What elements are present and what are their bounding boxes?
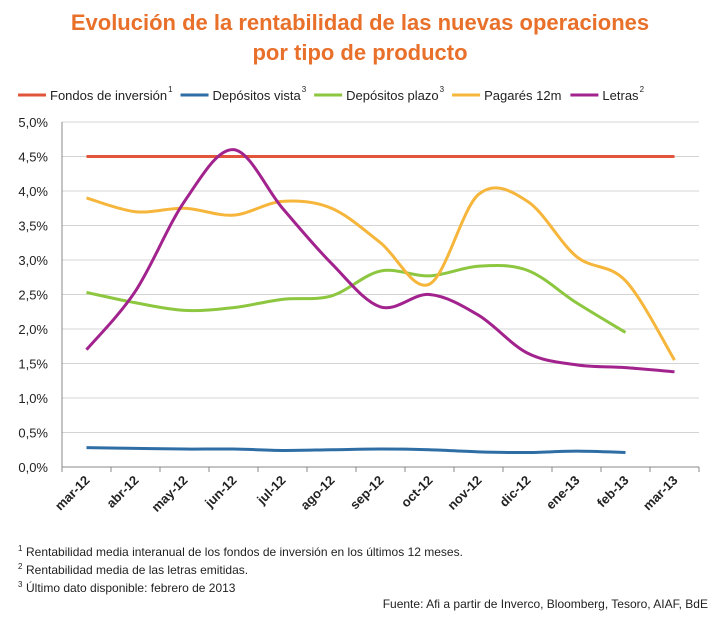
x-tick-label: mar-12	[52, 473, 93, 514]
y-tick-label: 3,5%	[18, 219, 48, 234]
series-line	[86, 446, 626, 455]
y-tick-label: 1,5%	[18, 357, 48, 372]
series-line	[86, 186, 676, 361]
footnote: Rentabilidad media interanual de los fon…	[26, 545, 463, 559]
x-tick-label: feb-13	[594, 473, 632, 511]
x-tick-label: mar-13	[640, 473, 681, 514]
x-tick-label: nov-12	[444, 473, 484, 513]
y-tick-label: 5,0%	[18, 115, 48, 130]
x-tick-label: jul-12	[253, 473, 288, 508]
legend-note: 2	[640, 85, 645, 94]
chart-title: Evolución de la rentabilidad de las nuev…	[71, 10, 649, 35]
x-tick-label: oct-12	[398, 473, 436, 511]
y-tick-label: 1,0%	[18, 391, 48, 406]
x-tick-label: ene-13	[543, 473, 583, 513]
footnote-marker: 3	[18, 580, 23, 589]
y-tick-label: 2,5%	[18, 288, 48, 303]
y-tick-label: 4,5%	[18, 150, 48, 165]
x-tick-label: jun-12	[201, 473, 239, 511]
legend-label: Fondos de inversión	[50, 88, 167, 103]
legend-note: 1	[168, 85, 173, 94]
footnote-marker: 2	[18, 562, 23, 571]
y-tick-label: 4,0%	[18, 184, 48, 199]
x-tick-label: may-12	[148, 473, 190, 515]
y-tick-label: 0,5%	[18, 426, 48, 441]
source: Fuente: Afi a partir de Inverco, Bloombe…	[383, 597, 708, 611]
x-tick-label: sep-12	[347, 473, 387, 513]
series-line	[86, 264, 627, 334]
x-tick-label: abr-12	[103, 473, 141, 511]
legend-label: Pagarés 12m	[484, 88, 561, 103]
footnote: Rentabilidad media de las letras emitida…	[26, 563, 248, 577]
y-tick-label: 2,0%	[18, 322, 48, 337]
legend-note: 3	[302, 85, 307, 94]
legend-note: 3	[440, 85, 445, 94]
x-tick-label: dic-12	[496, 473, 533, 510]
legend-label: Depósitos plazo	[346, 88, 439, 103]
series-line	[85, 148, 675, 374]
footnote-marker: 1	[18, 544, 23, 553]
y-tick-label: 3,0%	[18, 253, 48, 268]
y-tick-label: 0,0%	[18, 460, 48, 475]
chart-title: por tipo de producto	[252, 40, 467, 65]
x-tick-label: ago-12	[297, 473, 337, 513]
legend-label: Depósitos vista	[213, 88, 302, 103]
footnote: Último dato disponible: febrero de 2013	[26, 580, 236, 595]
legend-label: Letras	[602, 88, 639, 103]
